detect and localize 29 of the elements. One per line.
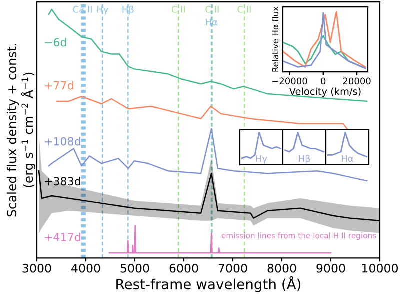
x-tick-label: 8000 xyxy=(268,264,296,273)
x-axis-title: Velocity (km/s) xyxy=(289,88,361,98)
ref-line-label: Hγ xyxy=(97,6,108,15)
annotation: Hα xyxy=(342,155,354,162)
annotation: Hγ xyxy=(256,155,268,164)
ref-line-label: Hβ xyxy=(122,6,134,15)
x-axis-title: Rest-frame wavelength (Å) xyxy=(116,276,301,292)
series-label: +77d xyxy=(45,81,74,90)
ref-line-label: C II xyxy=(172,6,185,13)
x-tick-label: 9000 xyxy=(316,264,346,273)
y-axis-title: Relative Hα flux xyxy=(272,6,279,72)
x-tick-label: 5000 xyxy=(120,264,150,273)
x-tick-label: 0 xyxy=(321,78,326,85)
x-tick-label: 6000 xyxy=(170,264,198,273)
x-tick-label: 3000 xyxy=(22,264,52,273)
x-tick-label: 4000 xyxy=(72,264,100,273)
annotation: Hβ xyxy=(299,155,310,164)
ref-line-label: C II xyxy=(206,6,219,13)
ref-line-label: Hα xyxy=(206,18,218,26)
y-axis-title: Scaled flux density + const. (erg s$^{−1}$ cm$^{−2}$ Å$^{−1}$) xyxy=(6,44,36,217)
x-tick-label: −20000 xyxy=(272,78,308,85)
series-label: +108d xyxy=(45,137,80,146)
x-tick-label: 7000 xyxy=(218,264,248,273)
x-tick-label: 10000 xyxy=(362,264,398,273)
x-tick-label: 20000 xyxy=(343,78,371,85)
text: +417d xyxy=(45,232,80,242)
ref-line-label: C II xyxy=(238,6,251,13)
series-label: −6d xyxy=(45,38,66,47)
series-label: +383d xyxy=(45,177,80,186)
